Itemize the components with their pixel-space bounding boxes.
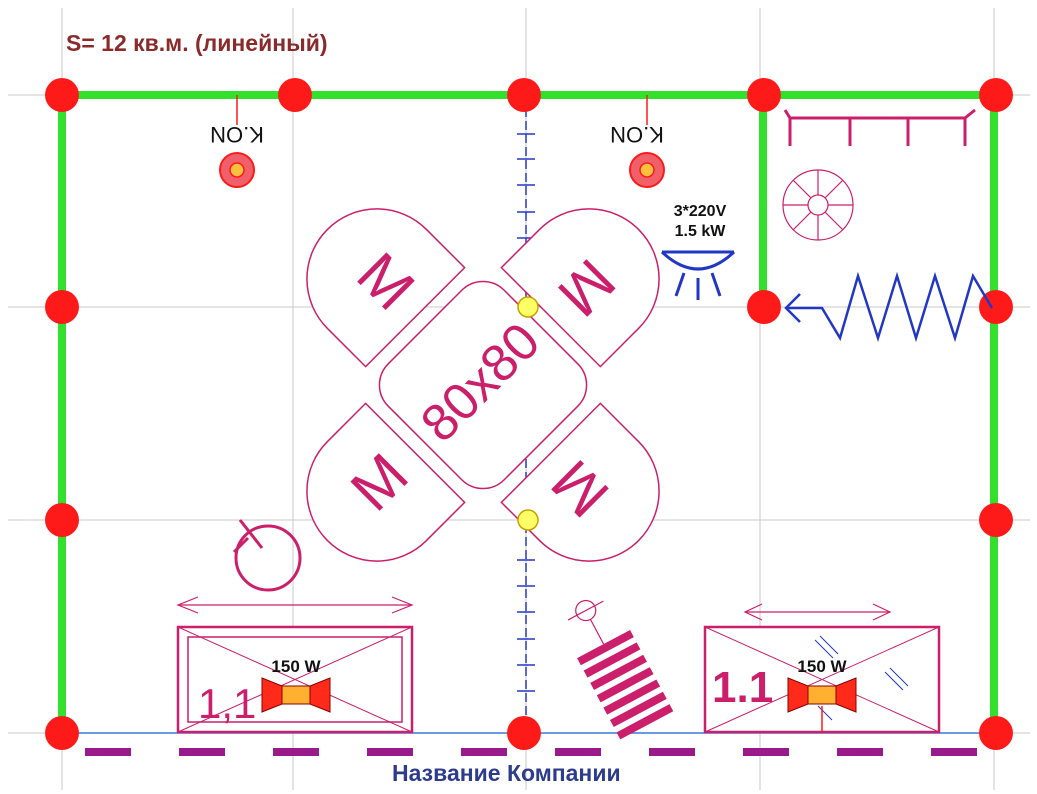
chair: [306, 208, 466, 368]
area-title: S= 12 кв.м. (линейный): [66, 30, 328, 56]
width-arrow: [176, 596, 414, 614]
counter-left: 1,1: [176, 625, 414, 734]
wall-node: [278, 78, 312, 112]
wall-node: [747, 78, 781, 112]
wall-node: [507, 716, 541, 750]
lamp-power: 150 W: [797, 657, 847, 676]
junction-point: [517, 509, 539, 531]
width-arrow: [743, 603, 892, 621]
junction-point: [517, 296, 539, 318]
spotlight-2: K.ON: [610, 95, 665, 188]
wall-node: [979, 716, 1013, 750]
wall-node: [45, 290, 79, 324]
company-name: Название Компании: [392, 760, 621, 786]
wall-node: [507, 78, 541, 112]
curtain-zigzag: [786, 271, 994, 343]
spotlight-label: K.ON: [210, 122, 264, 147]
hanger-stack-icon: [567, 599, 674, 740]
spotlight-1: K.ON: [210, 95, 264, 188]
table-group: 80x80 M M M M: [306, 208, 660, 562]
counter-right: 1.1: [703, 625, 941, 734]
wall-node: [979, 503, 1013, 537]
spotlight-label: K.ON: [610, 122, 664, 147]
counter-label: 1.1: [712, 663, 773, 712]
chair: [306, 402, 466, 562]
stool-icon: [232, 519, 302, 592]
curtain-arrow: [784, 293, 801, 323]
socket-voltage: 3*220V: [674, 203, 727, 220]
table: [378, 280, 588, 490]
wall-node: [45, 716, 79, 750]
power-socket: 3*220V 1.5 kW: [660, 203, 736, 300]
wall-node: [979, 78, 1013, 112]
wall-node: [747, 290, 781, 324]
wall-node: [45, 503, 79, 537]
shelf: [783, 108, 976, 146]
chair: [500, 208, 660, 368]
socket-power: 1.5 kW: [675, 223, 727, 240]
lamp-power: 150 W: [271, 657, 321, 676]
chair: [500, 402, 660, 562]
hanger-icon: [782, 169, 854, 241]
lamp-left: 150 W: [261, 657, 331, 713]
wall-node: [45, 78, 79, 112]
lamp-right: 150 W: [787, 657, 857, 713]
counter-label: 1,1: [198, 680, 256, 727]
